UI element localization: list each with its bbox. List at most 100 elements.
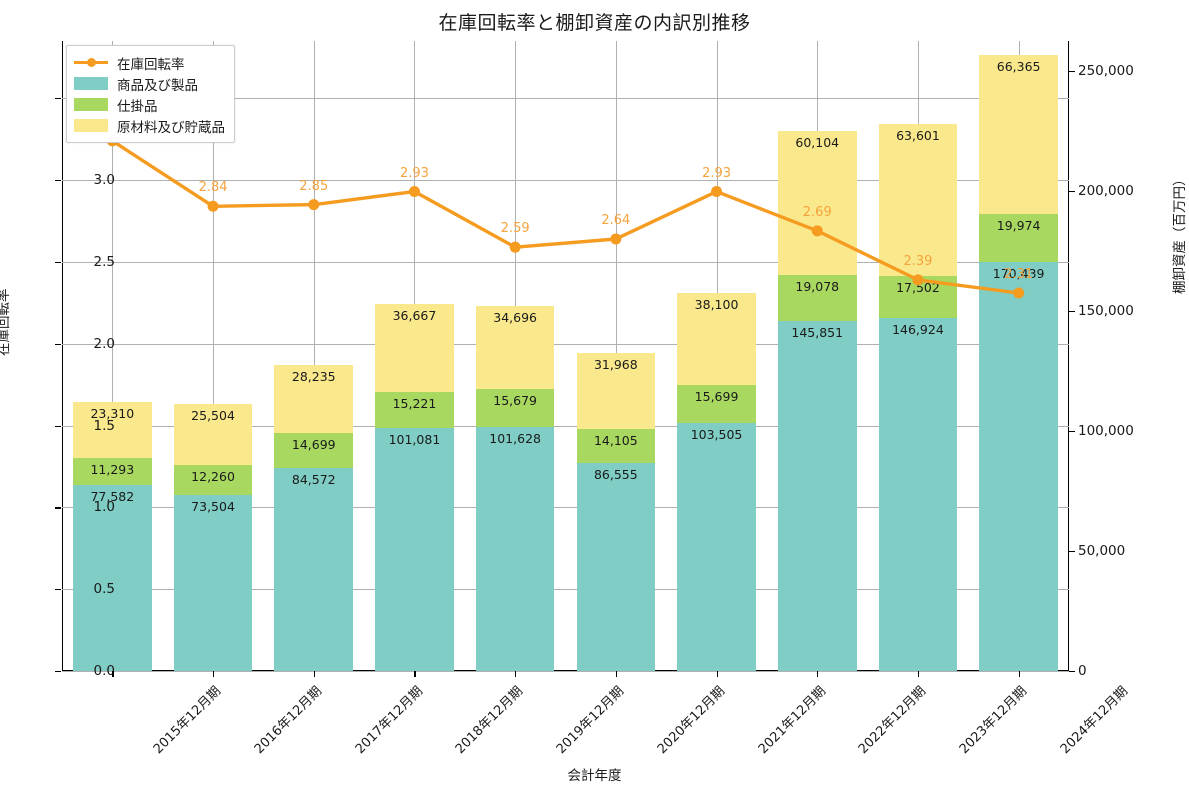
line-value-label: 2.31 [1004, 267, 1034, 282]
bar-segment[interactable] [475, 389, 555, 428]
x-axis-tick-label: 2018年12月期 [453, 683, 527, 758]
y-axis-right-tick-label: 250,000 [1078, 63, 1134, 79]
bar-segment[interactable] [677, 293, 756, 385]
gridline-horizontal [62, 507, 1069, 509]
bar-segment-value-label: 15,679 [493, 393, 538, 409]
bar-segment-value-label: 101,628 [489, 431, 541, 447]
y-axis-right-tick-label: 50,000 [1078, 543, 1126, 559]
bar-segment-value-label: 38,100 [694, 297, 739, 313]
y-axis-left-tick-mark [55, 589, 61, 591]
legend-label: 在庫回転率 [117, 56, 185, 73]
y-axis-right-tick-mark [1069, 551, 1075, 553]
bar-segment[interactable] [73, 484, 152, 671]
bar-segment-value-label: 73,504 [191, 498, 235, 514]
gridline-horizontal [62, 343, 1069, 345]
y-axis-left-tick-label: 2.0 [93, 335, 115, 352]
line-value-label: 2.59 [500, 221, 530, 237]
x-axis-tick-label: 2024年12月期 [1057, 683, 1131, 758]
y-axis-left-tick-label: 0.0 [93, 663, 115, 679]
bar-segment[interactable] [274, 364, 353, 433]
y-axis-left-tick-mark [55, 425, 61, 427]
line-value-label: 2.85 [299, 178, 329, 194]
bar-segment-value-label: 17,502 [896, 280, 940, 296]
line-value-label: 2.64 [601, 213, 631, 228]
bar-segment[interactable] [878, 318, 958, 671]
bar-segment[interactable] [73, 401, 152, 458]
legend-swatch-icon [74, 98, 108, 111]
y-axis-right-label: 棚卸資産（百万円） [1172, 172, 1188, 295]
x-axis-tick-label: 2022年12月期 [856, 683, 930, 758]
x-axis-tick-mark [817, 671, 819, 677]
gridline-horizontal [62, 671, 1069, 672]
bar-segment[interactable] [274, 432, 353, 468]
bar-segment-value-label: 36,667 [392, 307, 437, 323]
legend-item-merchandise[interactable]: 商品及び製品 [74, 73, 225, 94]
bar-segment[interactable] [576, 429, 656, 464]
bar-segment-value-label: 34,696 [493, 310, 538, 326]
bar-segment-value-label: 28,235 [291, 368, 336, 384]
x-axis-tick-label: 2019年12月期 [553, 683, 628, 758]
x-axis-tick-mark [615, 671, 618, 677]
x-axis-label: 会計年度 [567, 768, 622, 784]
legend-item-turnover[interactable]: 在庫回転率 [74, 52, 225, 73]
bar-segment[interactable] [274, 468, 353, 671]
bar-segment[interactable] [576, 352, 656, 430]
gridline-vertical [313, 41, 315, 671]
x-axis-tick-mark [313, 671, 315, 677]
bar-segment[interactable] [375, 303, 454, 392]
y-axis-right-tick-label: 0 [1078, 663, 1087, 679]
bar-segment[interactable] [677, 422, 756, 671]
bar-segment-value-label: 15,699 [694, 388, 739, 404]
bar-segment-value-label: 12,260 [191, 469, 235, 485]
chart-title: 在庫回転率と棚卸資産の内訳別推移 [438, 12, 751, 34]
bar-segment-value-label: 145,851 [791, 324, 844, 340]
x-axis-tick-mark [414, 671, 416, 677]
x-axis-tick-label: 2020年12月期 [654, 683, 728, 758]
bar-segment[interactable] [475, 306, 555, 390]
bar-segment[interactable] [979, 261, 1058, 671]
bar-segment[interactable] [173, 465, 253, 495]
legend-item-rawmaterials[interactable]: 原材料及び貯蔵品 [74, 115, 225, 136]
x-axis-tick-label: 2017年12月期 [352, 683, 426, 758]
bar-segment-value-label: 146,924 [892, 322, 944, 338]
bar-segment-value-label: 19,078 [795, 279, 840, 295]
y-axis-left-tick-mark [55, 180, 61, 182]
bar-segment[interactable] [173, 403, 253, 466]
y-axis-left-tick-label: 3.0 [93, 172, 115, 189]
bar-segment[interactable] [375, 391, 454, 429]
y-axis-left-tick-label: 1.5 [93, 417, 115, 434]
x-axis-tick-mark [213, 671, 215, 677]
bar-segment[interactable] [576, 463, 656, 671]
x-axis-tick-mark [716, 671, 718, 677]
y-axis-left-tick-mark [55, 261, 61, 264]
line-value-label: 2.93 [399, 165, 429, 181]
y-axis-right-tick-mark [1069, 71, 1075, 73]
bar-segment[interactable] [73, 457, 152, 485]
bar-segment[interactable] [375, 428, 454, 671]
line-value-label: 2.93 [702, 165, 732, 181]
gridline-vertical [112, 41, 114, 671]
bar-segment-value-label: 23,310 [90, 405, 135, 421]
bar-segment[interactable] [777, 320, 857, 671]
x-axis-tick-mark [112, 671, 114, 677]
bar-segment[interactable] [677, 384, 756, 423]
y-axis-left-tick-label: 0.5 [93, 581, 115, 598]
legend-line-icon [74, 56, 108, 69]
y-axis-left-tick-mark [55, 507, 61, 509]
y-axis-right-tick-label: 200,000 [1078, 183, 1134, 199]
bar-segment[interactable] [475, 427, 555, 671]
x-axis-tick-mark [515, 671, 517, 677]
chart-legend: 在庫回転率 商品及び製品 仕掛品 原材料及び貯蔵品 [66, 45, 235, 143]
x-axis-tick-label: 2023年12月期 [956, 683, 1031, 758]
y-axis-left-tick-mark [55, 98, 61, 100]
legend-swatch-icon [74, 119, 108, 132]
y-axis-right-tick-mark [1069, 191, 1075, 193]
bar-segment-value-label: 84,572 [291, 472, 336, 488]
y-axis-left-tick-mark [55, 671, 61, 673]
bar-segment[interactable] [173, 494, 253, 671]
x-axis-tick-label: 2015年12月期 [151, 683, 225, 758]
legend-item-wip[interactable]: 仕掛品 [74, 94, 225, 115]
bar-segment[interactable] [777, 130, 857, 276]
bar-segment[interactable] [979, 54, 1058, 214]
